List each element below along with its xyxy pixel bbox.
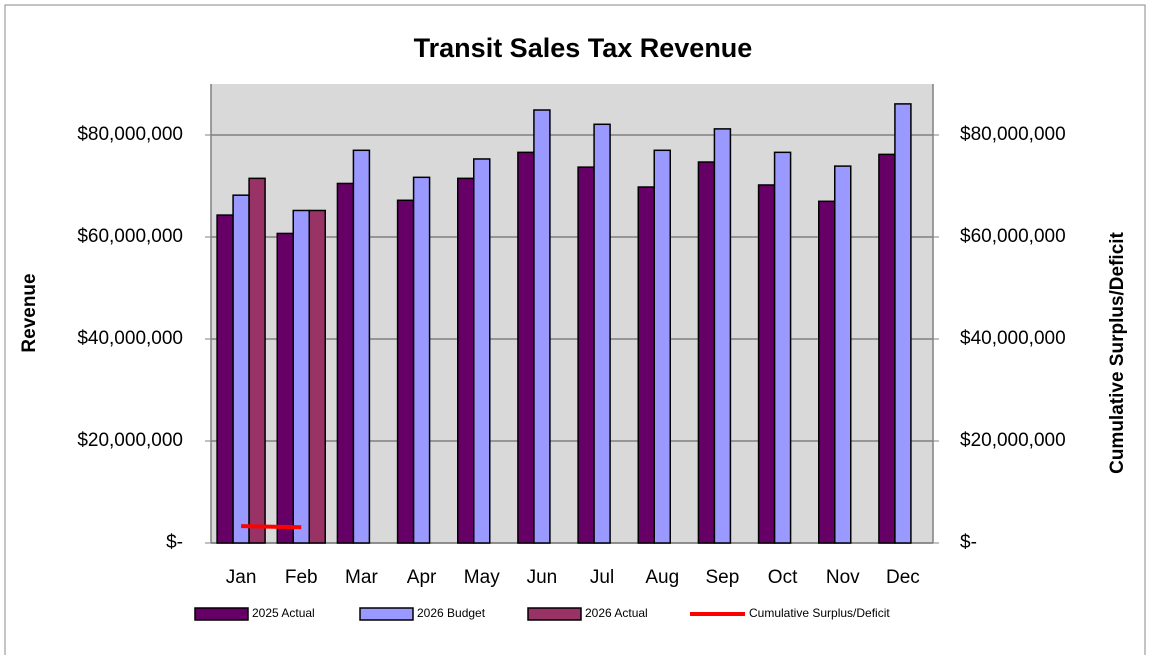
- legend-swatch: [527, 607, 582, 621]
- y-tick-label: $20,000,000: [77, 430, 183, 451]
- bar: [577, 166, 595, 544]
- y-tick-label: $-: [166, 532, 183, 553]
- bar: [818, 200, 836, 544]
- bar: [637, 186, 655, 544]
- bar: [894, 103, 912, 544]
- x-tick-label: Apr: [407, 567, 437, 588]
- bar: [232, 194, 250, 544]
- bar: [352, 149, 371, 544]
- chart-title: Transit Sales Tax Revenue: [414, 33, 753, 63]
- x-tick-label: Jan: [226, 567, 257, 588]
- x-tick-label: Nov: [826, 567, 860, 588]
- y2-tick-label: $-: [960, 532, 977, 553]
- x-tick-label: Mar: [345, 567, 378, 588]
- legend-swatch: [194, 607, 249, 621]
- bar: [757, 184, 776, 544]
- bar: [878, 153, 896, 544]
- y2-tick-label: $40,000,000: [960, 328, 1066, 349]
- bar: [473, 158, 491, 544]
- y2-tick-label: $60,000,000: [960, 226, 1066, 247]
- bar: [533, 109, 551, 544]
- bar: [697, 161, 716, 544]
- bar: [653, 149, 671, 544]
- bar: [834, 165, 852, 544]
- bar: [216, 214, 234, 544]
- y2-tick-label: $20,000,000: [960, 430, 1066, 451]
- x-tick-label: Jul: [590, 567, 614, 588]
- legend-text: 2026 Budget: [417, 606, 486, 620]
- bar: [292, 209, 310, 544]
- legend-text: 2026 Actual: [585, 606, 648, 620]
- legend-swatch: [359, 607, 414, 621]
- bar: [276, 232, 294, 544]
- x-tick-label: Dec: [886, 567, 920, 588]
- bar: [412, 176, 431, 544]
- bar: [593, 123, 611, 544]
- y-tick-label: $40,000,000: [77, 328, 183, 349]
- x-tick-label: Oct: [768, 567, 798, 588]
- y2-axis-label: Cumulative Surplus/Deficit: [1107, 231, 1128, 473]
- y-tick-label: $60,000,000: [77, 226, 183, 247]
- x-tick-label: Sep: [706, 567, 740, 588]
- x-tick-label: Feb: [285, 567, 318, 588]
- y2-tick-label: $80,000,000: [960, 124, 1066, 145]
- plot-area: [211, 84, 933, 543]
- legend-text: Cumulative Surplus/Deficit: [749, 606, 890, 620]
- x-tick-label: May: [464, 567, 500, 588]
- legend-text: 2025 Actual: [252, 606, 315, 620]
- bar: [457, 177, 475, 544]
- x-tick-label: Aug: [645, 567, 679, 588]
- bar: [248, 177, 266, 544]
- bar: [773, 151, 792, 544]
- bar: [396, 199, 415, 544]
- bar: [713, 128, 732, 544]
- y-tick-label: $80,000,000: [77, 124, 183, 145]
- bar: [336, 182, 355, 544]
- bar: [308, 209, 326, 544]
- bar: [517, 151, 535, 544]
- x-tick-label: Jun: [527, 567, 558, 588]
- y-axis-label: Revenue: [19, 273, 40, 352]
- line-series: [241, 524, 302, 530]
